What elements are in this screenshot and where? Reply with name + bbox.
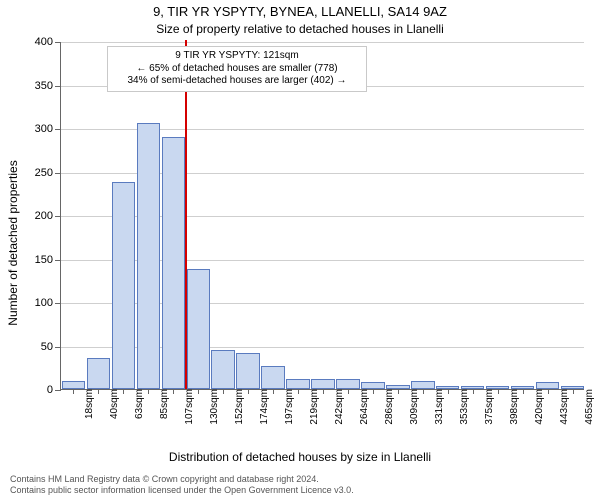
plot-area: 05010015020025030035040018sqm40sqm63sqm8… (60, 42, 584, 390)
x-tick-label: 85sqm (151, 389, 170, 419)
x-tick-label: 130sqm (201, 389, 220, 425)
x-tick-label: 465sqm (576, 389, 595, 425)
footer-line-2: Contains public sector information licen… (10, 485, 590, 496)
x-tick (573, 389, 574, 394)
x-tick-label: 443sqm (551, 389, 570, 425)
histogram-bar (361, 382, 384, 389)
x-tick (198, 389, 199, 394)
histogram-bar (162, 137, 185, 389)
x-tick (323, 389, 324, 394)
chart-title: 9, TIR YR YSPYTY, BYNEA, LLANELLI, SA14 … (0, 4, 600, 19)
x-tick-label: 197sqm (276, 389, 295, 425)
y-tick-label: 350 (35, 80, 61, 92)
histogram-bar (536, 382, 559, 389)
x-tick-label: 331sqm (426, 389, 445, 425)
x-tick (548, 389, 549, 394)
x-tick (98, 389, 99, 394)
footer-line-1: Contains HM Land Registry data © Crown c… (10, 474, 590, 485)
histogram-bar (62, 381, 85, 389)
annotation-line-1: 9 TIR YR YSPYTY: 121sqm (114, 50, 360, 63)
y-tick-label: 250 (35, 167, 61, 179)
x-tick (248, 389, 249, 394)
y-tick-label: 0 (47, 384, 61, 396)
x-tick (448, 389, 449, 394)
y-tick-label: 150 (35, 254, 61, 266)
histogram-bar (87, 358, 110, 389)
x-tick-label: 398sqm (501, 389, 520, 425)
x-tick (498, 389, 499, 394)
x-tick (273, 389, 274, 394)
x-tick-label: 375sqm (476, 389, 495, 425)
histogram-bar (211, 350, 234, 389)
chart-container: { "title": "9, TIR YR YSPYTY, BYNEA, LLA… (0, 0, 600, 500)
x-tick-label: 219sqm (301, 389, 320, 425)
y-tick-label: 400 (35, 36, 61, 48)
x-tick-label: 420sqm (526, 389, 545, 425)
x-tick (523, 389, 524, 394)
x-tick (123, 389, 124, 394)
x-axis-label: Distribution of detached houses by size … (0, 450, 600, 464)
x-tick-label: 18sqm (76, 389, 95, 419)
histogram-bar (286, 379, 309, 389)
x-tick (148, 389, 149, 394)
x-tick-label: 353sqm (451, 389, 470, 425)
x-tick-label: 152sqm (226, 389, 245, 425)
x-tick (398, 389, 399, 394)
chart-subtitle: Size of property relative to detached ho… (0, 22, 600, 36)
histogram-bar (236, 353, 259, 389)
histogram-bar (336, 379, 359, 389)
footer-attribution: Contains HM Land Registry data © Crown c… (10, 474, 590, 497)
histogram-bar (411, 381, 434, 389)
histogram-bar (137, 123, 160, 389)
grid-line (61, 42, 584, 43)
x-tick-label: 264sqm (351, 389, 370, 425)
x-tick (223, 389, 224, 394)
x-tick-label: 309sqm (401, 389, 420, 425)
histogram-bar (311, 379, 334, 389)
x-tick-label: 40sqm (101, 389, 120, 419)
x-tick-label: 107sqm (176, 389, 195, 425)
x-tick-label: 63sqm (126, 389, 145, 419)
annotation-box: 9 TIR YR YSPYTY: 121sqm← 65% of detached… (107, 46, 367, 92)
y-tick-label: 50 (41, 341, 61, 353)
x-tick-label: 286sqm (376, 389, 395, 425)
annotation-line-2: ← 65% of detached houses are smaller (77… (114, 63, 360, 76)
y-tick-label: 200 (35, 210, 61, 222)
x-tick (373, 389, 374, 394)
histogram-bar (261, 366, 284, 389)
histogram-bar (187, 269, 210, 389)
x-tick-label: 174sqm (251, 389, 270, 425)
y-tick-label: 300 (35, 123, 61, 135)
x-tick (423, 389, 424, 394)
x-tick (348, 389, 349, 394)
x-tick (473, 389, 474, 394)
y-tick-label: 100 (35, 297, 61, 309)
histogram-bar (112, 182, 135, 389)
property-marker-line (185, 40, 187, 389)
x-tick (73, 389, 74, 394)
x-tick-label: 242sqm (326, 389, 345, 425)
y-axis-label: Number of detached properties (6, 78, 20, 243)
annotation-line-3: 34% of semi-detached houses are larger (… (114, 75, 360, 88)
x-tick (298, 389, 299, 394)
x-tick (173, 389, 174, 394)
